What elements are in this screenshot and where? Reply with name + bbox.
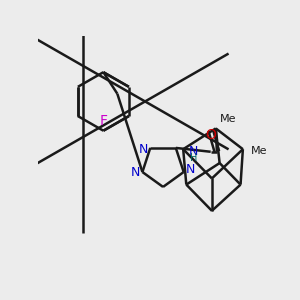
Text: Me: Me [250, 146, 267, 156]
Text: F: F [99, 115, 107, 128]
Text: N: N [186, 163, 195, 176]
Text: N: N [131, 166, 140, 178]
Text: O: O [205, 128, 216, 142]
Text: Me: Me [220, 114, 236, 124]
Text: H: H [190, 153, 198, 163]
Text: N: N [139, 143, 148, 156]
Text: N: N [189, 145, 198, 158]
